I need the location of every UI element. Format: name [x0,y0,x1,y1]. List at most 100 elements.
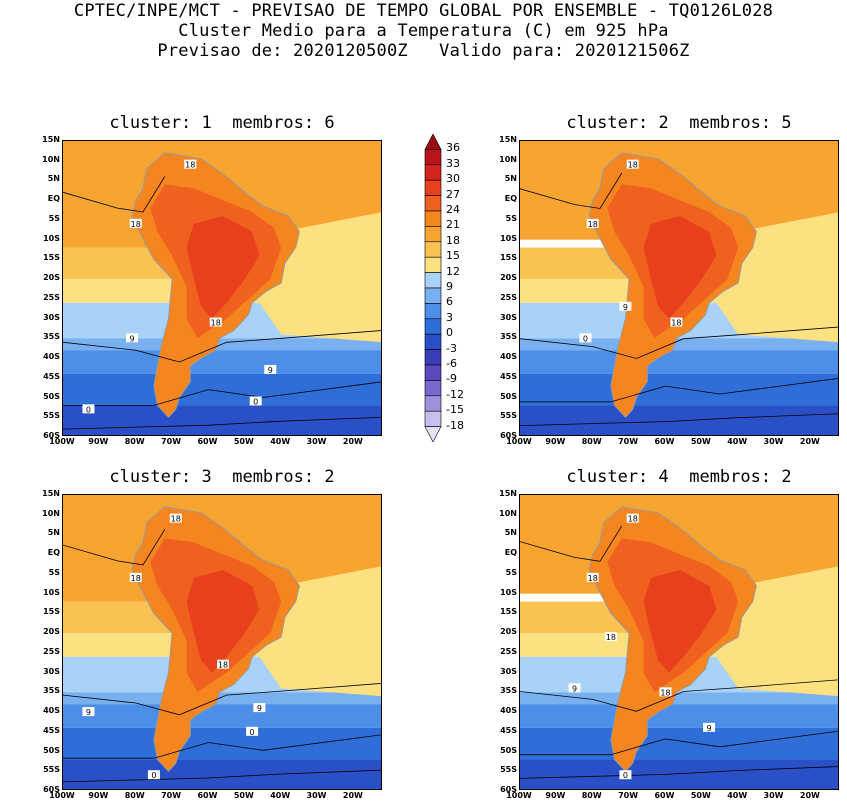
longitude-tick-label: 50W [690,437,711,446]
latitude-tick-label: 55S [500,765,517,775]
longitude-tick-label: 50W [690,791,711,800]
latitude-tick-label: 5S [48,567,60,577]
latitude-tick-label: 50S [500,391,517,401]
map-panel-1: 18 18 18 9 9 0 0 [62,140,382,436]
coastline [588,506,757,773]
latitude-tick-label: 25S [43,292,60,302]
colorbar-segment [424,149,442,166]
colorbar-segment [424,256,442,273]
latitude-tick-label: 5N [47,528,60,538]
colorbar-segment [424,241,442,258]
temperature-band [63,405,381,435]
latitude-tick-label: 35S [500,332,517,342]
contour-label: 18 [604,632,617,642]
latitude-tick-label: 20S [500,627,517,637]
isotherm-line [63,381,381,406]
colorbar-label: 0 [446,326,453,340]
isotherm-line [63,330,381,363]
coastline [131,152,300,419]
colorbar-segment [424,380,442,397]
isotherm-line [520,172,623,209]
contour-label: 0 [579,333,592,343]
longitude-tick-label: 60W [654,437,675,446]
temperature-band [520,759,838,789]
isotherm-line [63,176,166,213]
contour-label: 0 [249,396,262,406]
longitude-tick-label: 20W [799,437,820,446]
latitude-tick-label: 50S [43,745,60,755]
isotherm-line [63,683,381,716]
header-line-3: Previsao de: 2020120500Z Valido para: 20… [157,41,690,61]
latitude-tick-label: 25S [500,646,517,656]
svg-text:0: 0 [250,728,255,737]
latitude-tick-label: 45S [500,725,517,735]
longitude-tick-label: 100W [506,791,532,800]
colorbar-label: -15 [446,403,464,417]
temperature-band [520,727,838,760]
latitude-tick-label: 45S [43,725,60,735]
temperature-band [520,405,838,435]
latitude-tick-label: 25S [500,292,517,302]
contour-label: 18 [670,317,683,328]
colorbar-label: 27 [446,187,460,201]
isotherm-line [520,378,838,403]
longitude-tick-label: 60W [197,437,218,446]
latitude-tick-label: 55S [43,411,60,421]
latitude-tick-label: 50S [43,391,60,401]
contour-label: 18 [169,513,182,524]
isotherm-line [63,769,381,783]
contour-label: 18 [217,659,229,670]
colorbar-segment [424,364,442,381]
coastline [588,152,757,419]
longitude-tick-label: 50W [233,791,254,800]
latitude-tick-label: EQ [504,548,517,558]
svg-text:0: 0 [583,334,588,343]
contour-label: 18 [129,218,142,229]
contour-label: 18 [626,513,639,524]
longitude-tick-label: 40W [727,791,748,800]
longitude-tick-label: 90W [88,791,109,800]
contour-label: 9 [619,301,632,312]
svg-text:9: 9 [572,684,577,693]
isotherm-line [63,734,381,759]
latitude-tick-label: 15N [499,489,517,498]
longitude-tick-label: 60W [197,791,218,800]
colorbar-label: 33 [446,156,460,170]
colorbar-segment [424,179,442,196]
isotherm-line [63,529,166,566]
latitude-tick-label: 15S [43,253,60,263]
latitude-tick-label: 5N [47,174,60,184]
svg-text:0: 0 [253,397,258,406]
contour-label: 0 [246,726,259,737]
latitude-tick-label: 5N [504,174,517,184]
contour-label: 0 [619,770,632,780]
svg-text:0: 0 [623,771,628,780]
latitude-tick-label: 5S [505,567,517,577]
longitude-tick-label: 80W [124,437,145,446]
land-hot-core [186,216,260,319]
contour-label: 18 [129,572,142,583]
latitude-tick-label: EQ [504,194,517,204]
temperature-band [520,692,838,705]
latitude-tick-label: 60S [500,431,517,440]
latitude-tick-label: 25S [43,646,60,656]
temperature-band [63,373,381,406]
latitude-tick-label: 30S [43,666,60,676]
colorbar-segment [424,210,442,227]
latitude-tick-label: 15N [499,135,517,144]
svg-text:18: 18 [218,661,228,670]
latitude-tick-label: 10N [499,154,517,164]
colorbar-segment [424,395,442,412]
isotherm-line [520,730,838,756]
svg-text:18: 18 [171,515,181,524]
latitude-tick-label: 40S [43,706,60,716]
latitude-tick-label: 15N [42,489,60,498]
temperature-band [520,350,838,374]
isotherm-line [520,679,838,712]
longitude-tick-label: 80W [581,437,602,446]
latitude-tick-label: 45S [43,371,60,381]
colorbar-label: 36 [446,141,460,155]
longitude-tick-label: 20W [342,437,363,446]
isotherm-line [520,525,623,562]
svg-text:18: 18 [131,574,141,583]
